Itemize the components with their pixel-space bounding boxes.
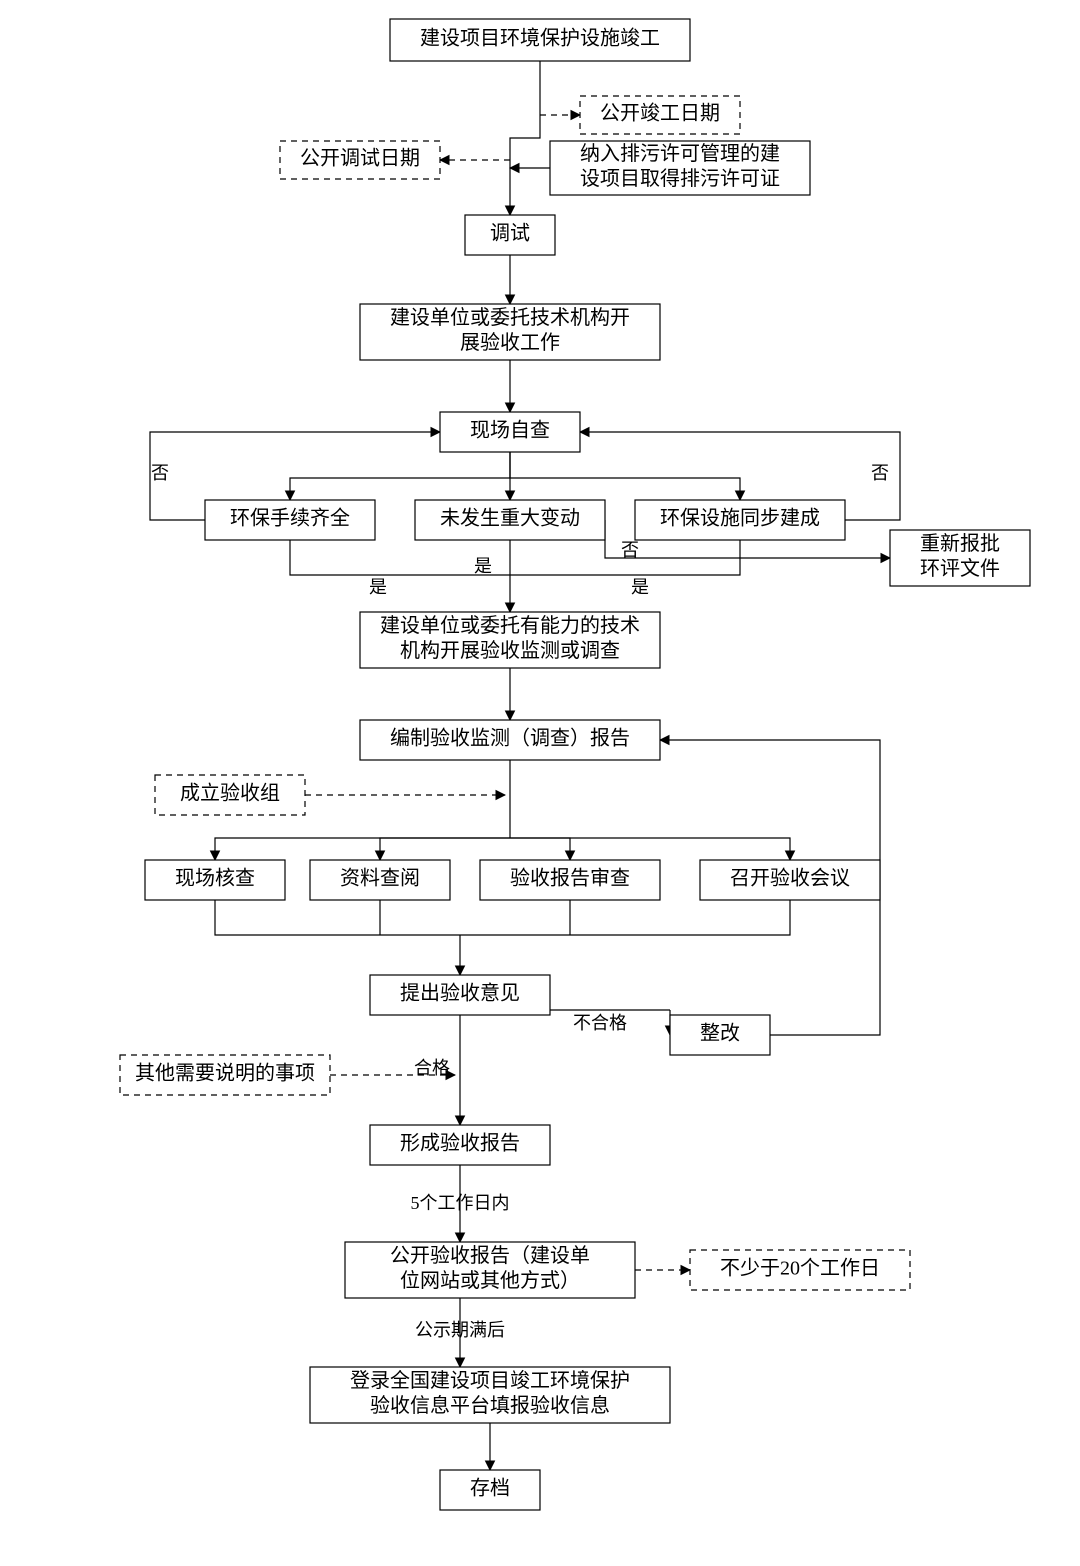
node-n_report: 编制验收监测（调查）报告 [360, 720, 660, 760]
node-label: 验收信息平台填报验收信息 [370, 1394, 610, 1417]
node-n_entrust: 建设单位或委托技术机构开展验收工作 [360, 304, 660, 360]
node-n_other: 其他需要说明的事项 [120, 1055, 330, 1095]
node-n_debug: 调试 [465, 215, 555, 255]
node-label: 资料查阅 [340, 867, 420, 890]
node-label: 建设单位或委托有能力的技术 [380, 614, 640, 637]
node-label: 成立验收组 [180, 782, 280, 805]
node-n_r4: 召开验收会议 [700, 860, 880, 900]
nodes-layer: 建设项目环境保护设施竣工公开竣工日期公开调试日期 纳入排污许可管理的建设项目取得排… [120, 19, 1030, 1510]
node-n_platform: 登录全国建设项目竣工环境保护验收信息平台填报验收信息 [310, 1367, 670, 1423]
node-label: 存档 [470, 1477, 510, 1500]
node-n_c1: 环保手续齐全 [205, 500, 375, 540]
edge [380, 838, 510, 860]
node-label: 公开调试日期 [300, 147, 420, 170]
node-label: 召开验收会议 [730, 867, 850, 890]
node-label: 环评文件 [920, 557, 1000, 580]
node-label: 其他需要说明的事项 [135, 1062, 315, 1085]
edge [290, 452, 510, 500]
node-n_c3: 环保设施同步建成 [635, 500, 845, 540]
edge-label: 5个工作日内 [411, 1193, 510, 1213]
node-n_selfchk: 现场自查 [440, 412, 580, 452]
edge [510, 838, 570, 860]
edge-label: 是 [369, 577, 387, 597]
edge-label: 是 [474, 556, 492, 576]
node-n_group: 成立验收组 [155, 775, 305, 815]
node-n_permit: 纳入排污许可管理的建设项目取得排污许可证 [550, 141, 810, 195]
node-label: 提出验收意见 [400, 982, 520, 1005]
node-n_rectify: 整改 [670, 1015, 770, 1055]
node-label: 环保手续齐全 [230, 507, 350, 530]
node-label: 现场自查 [470, 419, 550, 442]
node-n_capable: 建设单位或委托有能力的技术机构开展验收监测或调查 [360, 612, 660, 668]
node-n_days20: 不少于20个工作日 [690, 1250, 910, 1290]
node-label: 未发生重大变动 [440, 507, 580, 530]
edge [460, 900, 790, 935]
edge [510, 838, 790, 860]
node-n_r1: 现场核查 [145, 860, 285, 900]
node-label: 纳入排污许可管理的建 [580, 142, 780, 165]
node-label: 位网站或其他方式） [400, 1269, 580, 1292]
node-label: 机构开展验收监测或调查 [400, 639, 620, 662]
node-n_opinion: 提出验收意见 [370, 975, 550, 1015]
node-label: 不少于20个工作日 [720, 1257, 880, 1280]
edge-label: 否 [871, 463, 889, 483]
node-label: 验收报告审查 [510, 867, 630, 890]
node-n_r2: 资料查阅 [310, 860, 450, 900]
edge-label: 否 [621, 540, 639, 560]
edge [510, 452, 740, 500]
edge-label: 否 [151, 463, 169, 483]
node-n_c2: 未发生重大变动 [415, 500, 605, 540]
node-n_start: 建设项目环境保护设施竣工 [390, 19, 690, 61]
node-label: 调试 [490, 222, 530, 245]
edge-label: 不合格 [573, 1013, 627, 1033]
edge [510, 61, 540, 215]
node-n_form: 形成验收报告 [370, 1125, 550, 1165]
node-label: 建设单位或委托技术机构开 [390, 306, 630, 329]
node-label: 建设项目环境保护设施竣工 [420, 27, 660, 50]
node-label: 登录全国建设项目竣工环境保护 [350, 1369, 630, 1392]
node-n_open_done: 公开竣工日期 [580, 96, 740, 134]
node-n_publish: 公开验收报告（建设单位网站或其他方式） [345, 1242, 635, 1298]
node-n_r3: 验收报告审查 [480, 860, 660, 900]
node-n_open_test: 公开调试日期 [280, 141, 440, 179]
edge-label: 合格 [414, 1058, 450, 1078]
node-n_reapp: 重新报批环评文件 [890, 530, 1030, 586]
node-label: 形成验收报告 [400, 1132, 520, 1155]
edge [215, 900, 460, 935]
node-label: 设项目取得排污许可证 [580, 167, 780, 190]
node-label: 编制验收监测（调查）报告 [390, 727, 630, 750]
node-label: 公开竣工日期 [600, 102, 720, 125]
node-label: 环保设施同步建成 [660, 507, 820, 530]
node-label: 公开验收报告（建设单 [390, 1244, 590, 1267]
flowchart-stage: 建设项目环境保护设施竣工公开竣工日期公开调试日期 纳入排污许可管理的建设项目取得排… [0, 0, 1080, 1566]
node-label: 现场核查 [175, 867, 255, 890]
edge-label: 公示期满后 [415, 1320, 505, 1340]
node-label: 展验收工作 [460, 331, 560, 354]
edge [215, 838, 510, 860]
edge-label: 是 [631, 577, 649, 597]
node-n_archive: 存档 [440, 1470, 540, 1510]
node-label: 重新报批 [920, 532, 1000, 555]
node-label: 整改 [700, 1022, 740, 1045]
